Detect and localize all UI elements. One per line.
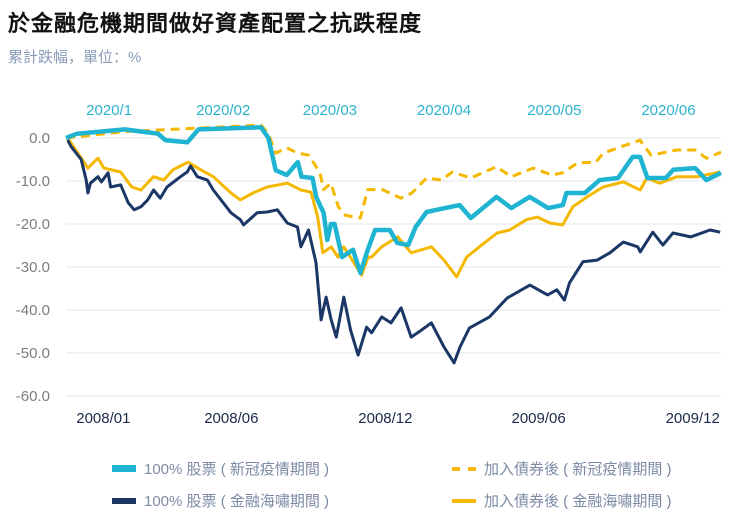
series-line-0 xyxy=(65,125,723,276)
legend-label: 100% 股票 ( 新冠疫情期間 ) xyxy=(144,461,330,478)
legend-label: 加入債券後 ( 金融海嘯期間 ) xyxy=(484,493,672,510)
top-x-tick-label: 2020/04 xyxy=(417,102,471,119)
line-chart: 0.0 -10.0 -20.0 -30.0 -40.0 -50.0 -60.0 2020/1 2… xyxy=(16,102,723,427)
legend-item-gfc-bonds: 加入債券後 ( 金融海嘯期間 ) xyxy=(452,490,672,511)
series-line-3 xyxy=(66,137,721,279)
legend-swatch-dashed-yellow xyxy=(452,466,476,471)
bottom-x-tick-label: 2008/12 xyxy=(358,410,412,427)
legend-swatch-cyan xyxy=(112,465,136,472)
legend-item-covid-stock: 100% 股票 ( 新冠疫情期間 ) xyxy=(112,458,329,479)
y-tick-label: -40.0 xyxy=(16,302,50,319)
top-x-tick-label: 2020/06 xyxy=(641,102,695,119)
top-x-tick-label: 2020/05 xyxy=(527,102,581,119)
legend-swatch-navy xyxy=(112,497,136,504)
bottom-x-tick-label: 2009/06 xyxy=(512,410,566,427)
legend-item-covid-bonds: 加入債券後 ( 新冠疫情期間 ) xyxy=(452,458,672,479)
y-tick-label: -60.0 xyxy=(16,388,50,405)
bottom-x-tick-label: 2008/01 xyxy=(76,410,130,427)
y-tick-label: -10.0 xyxy=(16,173,50,190)
y-tick-label: -30.0 xyxy=(16,259,50,276)
top-x-tick-label: 2020/03 xyxy=(303,102,357,119)
chart-title: 於金融危機期間做好資產配置之抗跌程度 xyxy=(8,11,423,36)
legend-label: 100% 股票 ( 金融海嘯期間 ) xyxy=(144,493,330,510)
legend-swatch-yellow xyxy=(452,498,476,503)
series-line-2 xyxy=(65,123,722,220)
bottom-x-tick-label: 2008/06 xyxy=(204,410,258,427)
y-tick-label: -20.0 xyxy=(16,216,50,233)
top-x-tick-label: 2020/1 xyxy=(86,102,132,119)
legend-item-gfc-stock: 100% 股票 ( 金融海嘯期間 ) xyxy=(112,490,329,511)
y-tick-label: -50.0 xyxy=(16,345,50,362)
legend-label: 加入債券後 ( 新冠疫情期間 ) xyxy=(484,461,672,478)
top-x-tick-label: 2020/02 xyxy=(196,102,250,119)
series-line-1 xyxy=(66,139,721,365)
bottom-x-tick-label: 2009/12 xyxy=(666,410,720,427)
y-tick-label: 0.0 xyxy=(29,130,50,147)
chart-subtitle: 累計跌幅，單位：% xyxy=(8,49,142,66)
